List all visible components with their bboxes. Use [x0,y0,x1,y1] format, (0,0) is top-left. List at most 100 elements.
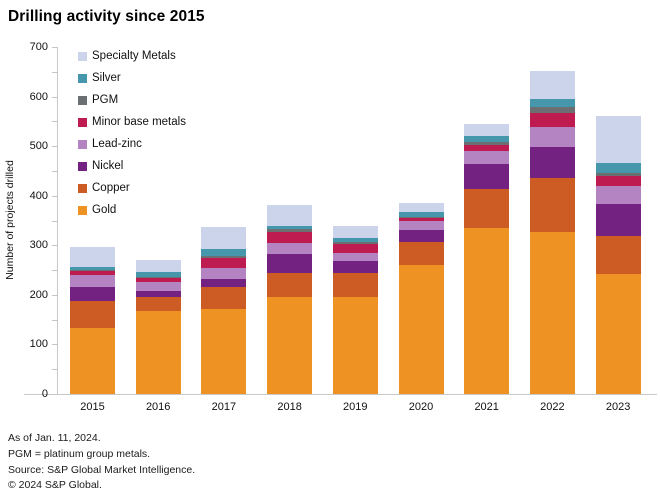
bar-segment-2018-nickel [267,253,313,273]
y-tick-mark [52,294,57,296]
bar-segment-2020-copper [398,241,444,266]
bar-segment-2022-gold [529,231,575,394]
bar-segment-2015-specialty-metals [70,247,115,268]
legend-label: Gold [92,204,117,216]
legend-swatch-icon [78,117,87,127]
x-axis-line [24,394,657,395]
bar-segment-2023-copper [595,235,641,275]
bar-segment-2019-pgm [332,242,378,244]
bar-segment-2023-gold [595,274,641,394]
bar-segment-2023-lead-zinc [595,186,641,205]
bar-segment-2022-nickel [529,147,575,179]
bar-segment-2017-pgm [201,256,247,258]
bar-segment-2018-minor-base-metals [267,231,313,243]
bar-segment-2023-minor-base-metals [595,176,641,187]
bar-segment-2022-pgm [529,106,575,114]
y-tick-mark [52,319,57,321]
legend-label: Silver [92,72,121,84]
bar-segment-2015-nickel [70,286,115,302]
bar-segment-2019-silver [332,238,378,243]
bar-segment-2021-gold [464,228,510,394]
legend-swatch-icon [78,183,87,193]
legend-swatch-icon [78,205,87,215]
bar-segment-2021-lead-zinc [464,151,510,165]
bar-segment-2020-lead-zinc [398,221,444,230]
bar-segment-2015-gold [70,328,115,394]
y-tick-mark [52,220,57,222]
bar-segment-2021-silver [464,135,510,143]
bar-segment-2021-copper [464,189,510,229]
legend-item-copper: Copper [78,177,186,199]
footnote-pgm: PGM = platinum group metals. [8,447,151,460]
bar-segment-2020-silver [398,212,444,217]
bar-segment-2021-minor-base-metals [464,145,510,152]
y-tick-mark [52,369,57,371]
x-tick-label-2019: 2019 [343,401,368,413]
bar-segment-2018-lead-zinc [267,242,313,254]
bar-segment-2017-silver [201,249,247,257]
y-tick-mark [52,47,57,48]
legend-swatch-icon [78,95,87,105]
bar-segment-2018-gold [267,297,313,394]
legend-label: PGM [92,94,119,106]
legend-swatch-icon [78,51,87,61]
bar-segment-2022-minor-base-metals [529,113,575,127]
bar-segment-2017-minor-base-metals [201,257,247,268]
y-tick-label: 500 [29,140,48,153]
chart-footnotes: As of Jan. 11, 2024. PGM = platinum grou… [8,431,195,494]
legend-label: Nickel [92,160,124,172]
bar-segment-2019-gold [332,297,378,394]
bar-segment-2016-lead-zinc [135,281,181,291]
x-tick-label-2018: 2018 [277,401,302,413]
bar-segment-2016-nickel [135,290,181,297]
bar-segment-2022-copper [529,178,575,232]
bar-segment-2017-nickel [201,278,247,288]
y-tick-mark [52,96,57,98]
y-tick-mark [52,245,57,247]
bar-segment-2019-nickel [332,260,378,273]
x-tick-label-2015: 2015 [80,401,105,413]
bar-segment-2016-copper [135,296,181,311]
page-title: Drilling activity since 2015 [8,8,205,25]
y-tick-mark [52,146,57,148]
bar-segment-2023-nickel [595,204,641,236]
legend-swatch-icon [78,73,87,83]
legend-item-gold: Gold [78,199,186,221]
bar-segment-2020-nickel [398,229,444,242]
legend-label: Copper [92,182,130,194]
y-tick-mark [52,121,57,123]
footnote-copyright: © 2024 S&P Global. [8,479,102,492]
bar-segment-2017-gold [201,309,247,394]
bar-segment-2017-copper [201,287,247,310]
bar-segment-2021-pgm [464,142,510,146]
chart-legend: Specialty Metals Silver PGM Minor base meta… [78,45,186,221]
legend-swatch-icon [78,161,87,171]
bar-segment-2023-silver [595,163,641,173]
y-axis-label: Number of projects drilled [4,160,16,280]
bar-segment-2019-specialty-metals [332,226,378,239]
legend-label: Minor base metals [92,116,186,128]
y-tick-label: 700 [29,41,48,53]
legend-item-specialty-metals: Specialty Metals [78,45,186,67]
y-axis-line [57,47,58,394]
x-tick-label-2022: 2022 [540,401,565,413]
bar-segment-2020-gold [398,265,444,394]
x-tick-label-2016: 2016 [145,401,171,413]
y-tick-label: 300 [29,239,48,252]
bar-segment-2023-specialty-metals [595,116,641,164]
y-tick-label: 200 [29,288,48,301]
y-tick-mark [52,344,57,346]
bar-segment-2020-specialty-metals [398,202,444,213]
footnote-asof: As of Jan. 11, 2024. [8,432,101,444]
legend-label: Lead-zinc [92,138,142,150]
y-tick-label: 400 [29,189,48,202]
bar-segment-2021-nickel [464,164,510,190]
bar-segment-2018-copper [267,272,313,298]
y-tick-mark [52,170,57,172]
y-tick-mark [52,270,57,272]
legend-label: Specialty Metals [92,50,176,62]
bar-segment-2017-lead-zinc [201,267,247,279]
y-tick-label: 600 [29,90,48,103]
bar-segment-2016-specialty-metals [135,260,181,273]
y-tick-mark [52,394,57,395]
